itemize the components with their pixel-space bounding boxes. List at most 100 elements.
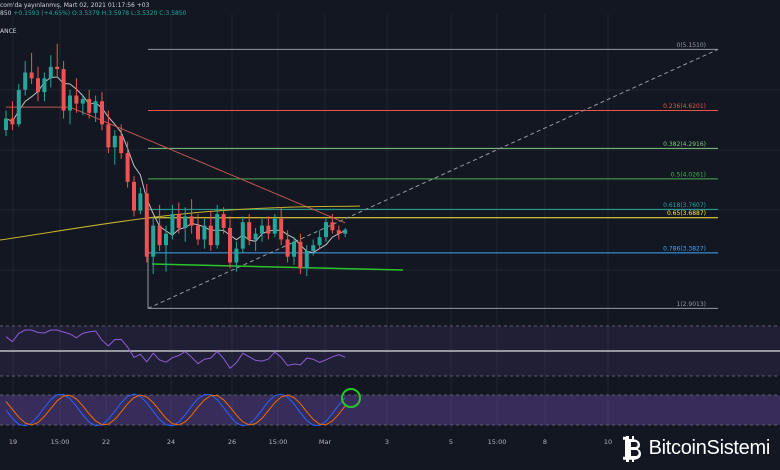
x-tick-label: 3 [385,438,389,446]
candle-body [23,72,28,90]
candle-body [151,225,156,257]
x-tick-label: Mar [319,438,332,446]
watermark: BitcoinSistemi [621,434,770,462]
close-value: C:3.5850 [159,10,187,17]
watermark-text: BitcoinSistemi [648,436,771,459]
candle-body [68,95,72,111]
candle-body [234,248,239,263]
x-tick-label: 8 [543,438,547,446]
fib-label: 0.236(4.6201) [663,103,706,110]
candle-body [253,233,258,240]
x-tick-label: 22 [102,438,110,446]
candle-body [240,222,245,249]
candle-body [48,66,53,79]
ma-slow-line [6,106,346,224]
candle-body [55,66,60,70]
candle-body [189,216,194,226]
stoch-band [0,395,780,425]
high-value: H:3.5978 [101,10,130,17]
low-value: L:3.5320 [131,10,158,17]
candle-body [93,101,98,113]
candle-body [260,225,264,234]
candle-body [304,250,309,269]
candle-body [16,89,21,125]
candle-body [311,245,316,251]
candle-body [100,101,104,125]
open-value: O:3.5379 [72,10,100,17]
symbol-fragment: ANCE [0,28,17,35]
rsi-line [5,329,346,369]
candle-body [61,69,66,111]
candle-body [144,193,149,257]
candle-body [247,222,252,240]
candle-body [317,237,322,246]
candle-body [138,193,143,211]
x-tick-label: 15:00 [51,438,70,446]
candle-body [279,218,284,240]
ohlc-line: 850 +0.1593 (+4.65%) O:3.5379 H:3.5978 L… [0,10,187,17]
x-tick-label: 5 [449,438,453,446]
candle-body [4,118,8,131]
candle-body [106,124,111,148]
fib-label: 0.382(4.2916) [663,141,706,148]
candle-body [330,222,335,231]
chart-header: com'da yayınlanmış, Mart 02, 2021 01:17:… [0,2,187,17]
candle-body [336,230,341,234]
candle-body [125,153,130,182]
fib-retracement: 0(5.1510) 0.236(4.6201) 0.382(4.2916) 0.5(4… [147,42,719,309]
candle-body [36,78,40,93]
x-tick-label: 15:00 [488,438,507,446]
fib-label: 0.5(4.0261) [671,171,706,178]
candle-body [80,99,85,104]
highlight-circle [341,388,361,408]
fib-trend-line [147,48,719,309]
stoch-rsi-panel [0,388,780,427]
candle-body [29,72,34,79]
ohlc-prefix: 850 [0,10,12,17]
candle-body [164,233,168,246]
candle-body [202,225,207,240]
bitcoin-logo-icon [622,436,641,462]
fib-label: 0(5.1510) [677,42,707,49]
candle-body [343,229,348,234]
candle-body [112,135,117,148]
candle-body [74,95,79,104]
chart-grid [0,14,780,430]
fib-label: 1(2.9013) [677,301,707,308]
candle-body [196,225,200,240]
x-tick-label: 15:00 [269,438,288,446]
support-trendline [151,263,404,271]
fib-label: 0.618(3.7607) [663,202,706,209]
ma-long-line [0,205,361,241]
candle-body [10,118,15,125]
candle-body [42,78,47,93]
candle-body [87,99,92,113]
candle-body [272,218,277,234]
candle-body [298,241,303,269]
change-value: +0.1593 (+4.65%) [13,10,71,17]
publish-text: com'da yayınlanmış, Mart 02, 2021 01:17:… [0,2,150,9]
x-tick-label: 10 [604,438,612,446]
candle-body [221,214,226,228]
candle-body [176,214,181,228]
candle-body [292,241,296,257]
candle-body [132,181,136,211]
candle-body [183,216,188,228]
candle-body [119,135,124,154]
candle-body [170,214,175,234]
x-tick-label: 26 [228,438,236,446]
time-axis: 19 15:00 22 24 26 15:00 Mar 3 5 15:00 8 10 [9,438,612,446]
candlesticks [4,43,348,277]
x-tick-label: 19 [9,438,17,446]
x-tick-label: 24 [167,438,175,446]
candle-body [157,225,162,246]
stoch-d-line [5,394,346,426]
candle-body [324,222,328,238]
ma-fast-line [5,76,346,254]
rsi-panel [0,325,780,377]
candle-body [285,239,290,257]
candle-body [215,214,220,246]
fib-label: 0.65(3.6887) [667,210,706,217]
candle-body [208,225,213,246]
